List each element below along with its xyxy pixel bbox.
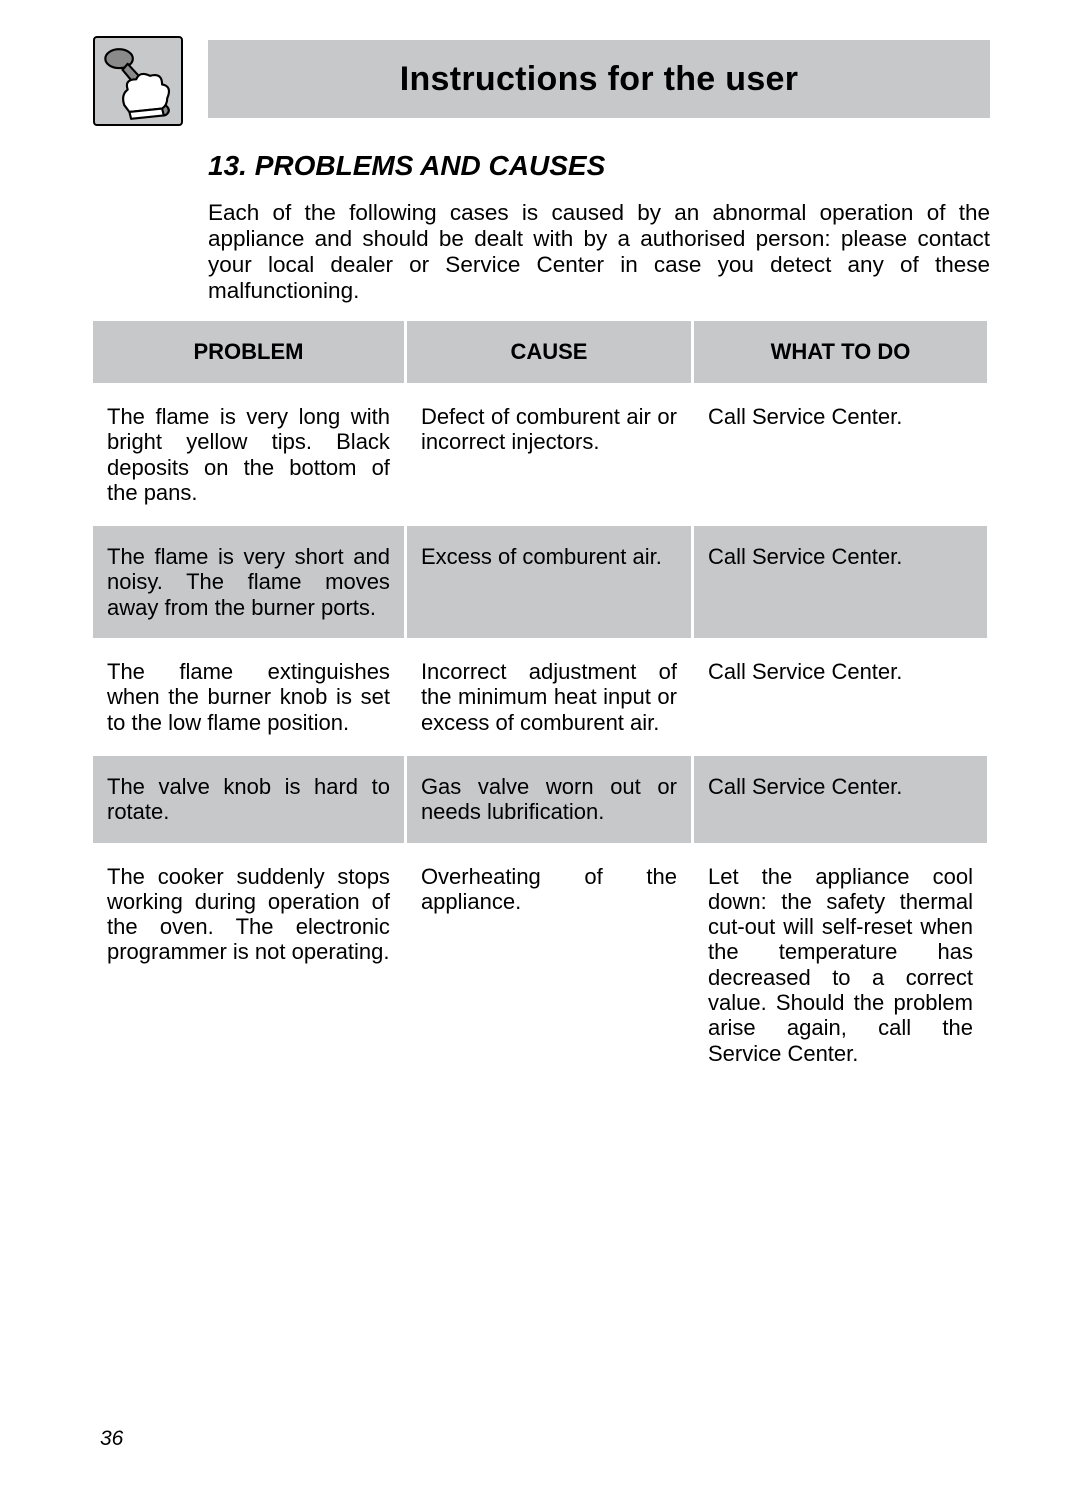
cell-cause: Incorrect adjustment of the minimum heat… xyxy=(405,640,692,755)
problems-table: PROBLEM CAUSE WHAT TO DO The flame is ve… xyxy=(90,318,990,1087)
table-row: The flame extinguishes when the burner k… xyxy=(92,640,989,755)
intro-paragraph: Each of the following cases is caused by… xyxy=(208,200,990,304)
table-row: The cooker suddenly stops working during… xyxy=(92,844,989,1085)
cell-cause: Defect of comburent air or incorrect inj… xyxy=(405,385,692,525)
col-header-cause: CAUSE xyxy=(405,320,692,385)
cell-action: Call Service Center. xyxy=(692,640,988,755)
cell-cause: Overheating of the appliance. xyxy=(405,844,692,1085)
chef-hat-icon xyxy=(123,74,169,119)
cell-problem: The flame is very short and noisy. The f… xyxy=(92,525,406,640)
section-heading: 13. PROBLEMS AND CAUSES xyxy=(208,150,605,182)
table-row: The flame is very short and noisy. The f… xyxy=(92,525,989,640)
chef-spoon-icon xyxy=(93,36,183,126)
cell-problem: The cooker suddenly stops working during… xyxy=(92,844,406,1085)
cell-action: Call Service Center. xyxy=(692,754,988,844)
header-banner: Instructions for the user xyxy=(208,40,990,118)
cell-action: Call Service Center. xyxy=(692,385,988,525)
cell-problem: The flame is very long with bright yello… xyxy=(92,385,406,525)
cell-cause: Excess of comburent air. xyxy=(405,525,692,640)
cell-action: Call Service Center. xyxy=(692,525,988,640)
table-header-row: PROBLEM CAUSE WHAT TO DO xyxy=(92,320,989,385)
col-header-problem: PROBLEM xyxy=(92,320,406,385)
table-row: The flame is very long with bright yello… xyxy=(92,385,989,525)
table-row: The valve knob is hard to rotate. Gas va… xyxy=(92,754,989,844)
cell-problem: The flame extinguishes when the burner k… xyxy=(92,640,406,755)
cell-action: Let the appliance cool down: the safety … xyxy=(692,844,988,1085)
col-header-action: WHAT TO DO xyxy=(692,320,988,385)
page-title: Instructions for the user xyxy=(400,60,799,99)
cell-cause: Gas valve worn out or needs lubrificatio… xyxy=(405,754,692,844)
cell-problem: The valve knob is hard to rotate. xyxy=(92,754,406,844)
page-number: 36 xyxy=(100,1427,123,1451)
